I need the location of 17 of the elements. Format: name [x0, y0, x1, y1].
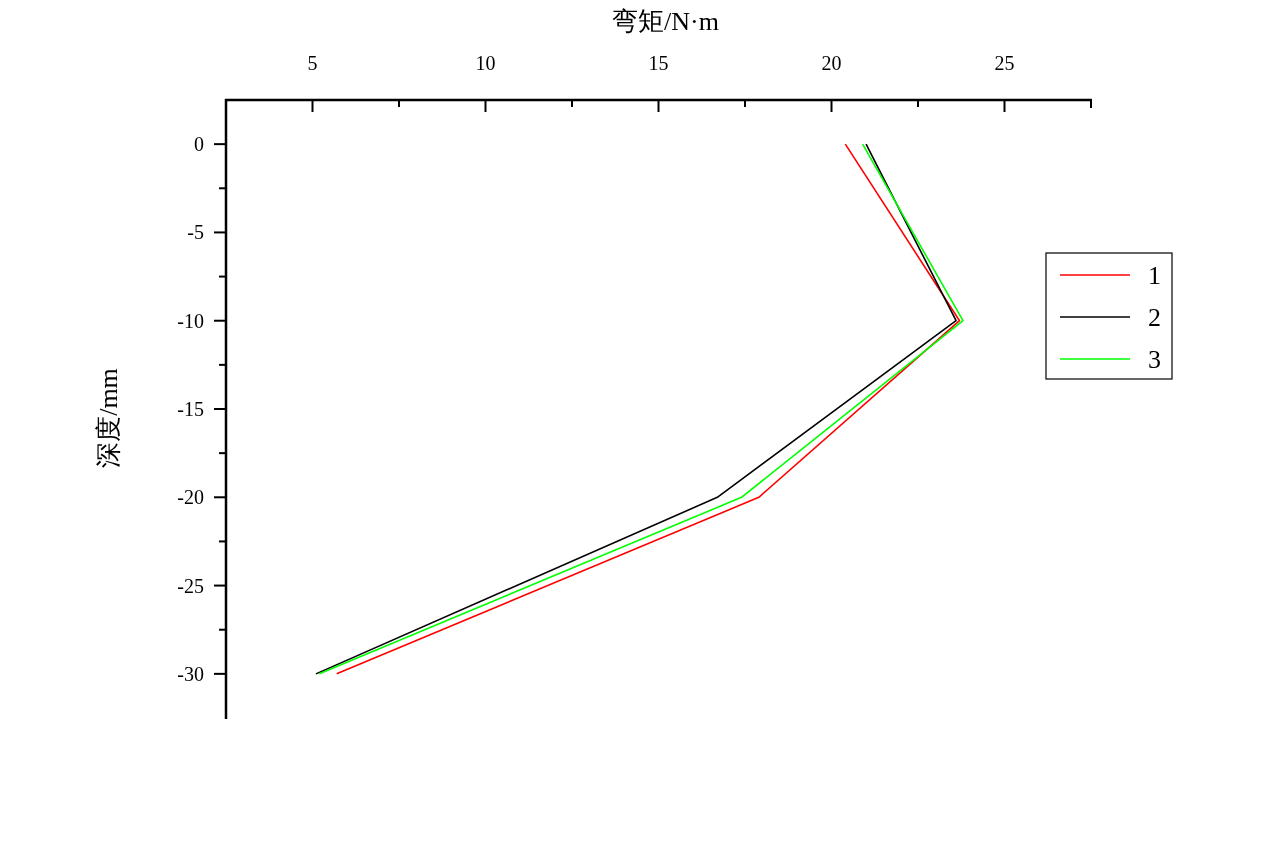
legend-label: 3 — [1148, 345, 1161, 374]
x-tick-label: 15 — [648, 52, 669, 74]
legend-label: 2 — [1148, 303, 1161, 332]
y-tick-label: -15 — [177, 398, 204, 420]
y-axis-title: 深度/mm — [94, 368, 123, 468]
legend-label: 1 — [1148, 261, 1161, 290]
y-tick-label: -25 — [177, 574, 204, 597]
y-tick-label: -5 — [187, 221, 204, 244]
x-tick-label: 25 — [994, 52, 1015, 74]
y-tick-label: -30 — [177, 662, 204, 685]
x-tick-label: 5 — [307, 52, 318, 74]
y-tick-label: 0 — [194, 133, 204, 156]
y-tick-label: -20 — [177, 486, 204, 509]
x-axis-title: 弯矩/N·m — [612, 7, 719, 36]
y-tick-label: -10 — [177, 309, 204, 332]
x-tick-label: 20 — [821, 52, 842, 74]
x-tick-label: 10 — [475, 52, 496, 74]
